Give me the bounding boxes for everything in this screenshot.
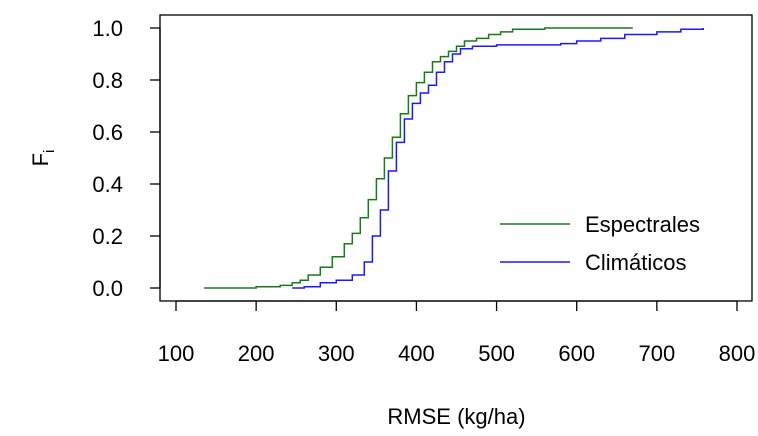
- series-line-espectrales: [204, 27, 633, 289]
- series-line-climaticos: [292, 28, 705, 289]
- x-tick-label: 200: [238, 341, 275, 366]
- x-tick-label: 300: [318, 341, 355, 366]
- y-title-text: Fi: [28, 150, 58, 167]
- y-tick-label: 0.8: [92, 68, 123, 93]
- legend: Espectrales Climáticos: [500, 212, 700, 275]
- x-tick-label: 600: [558, 341, 595, 366]
- y-title-subscript: i: [41, 150, 58, 153]
- x-tick-label: 400: [398, 341, 435, 366]
- legend-label: Espectrales: [585, 212, 700, 237]
- x-tick-label: 700: [638, 341, 675, 366]
- legend-label: Climáticos: [585, 250, 686, 275]
- y-tick-label: 0.0: [92, 276, 123, 301]
- series-layer: [204, 27, 705, 289]
- y-tick-label: 0.4: [92, 172, 123, 197]
- x-tick-label: 500: [478, 341, 515, 366]
- x-tick-label: 800: [719, 341, 756, 366]
- y-title-main: F: [28, 153, 53, 166]
- y-axis-title: Fi: [28, 150, 58, 167]
- y-tick-label: 1.0: [92, 16, 123, 41]
- y-axis: 0.0 0.2 0.4 0.6 0.8 1.0: [92, 16, 161, 301]
- y-tick-label: 0.2: [92, 224, 123, 249]
- y-tick-label: 0.6: [92, 120, 123, 145]
- x-axis-title: RMSE (kg/ha): [387, 404, 525, 429]
- x-axis: 100 200 300 400 500 600 700 800: [158, 300, 756, 366]
- x-tick-label: 100: [158, 341, 195, 366]
